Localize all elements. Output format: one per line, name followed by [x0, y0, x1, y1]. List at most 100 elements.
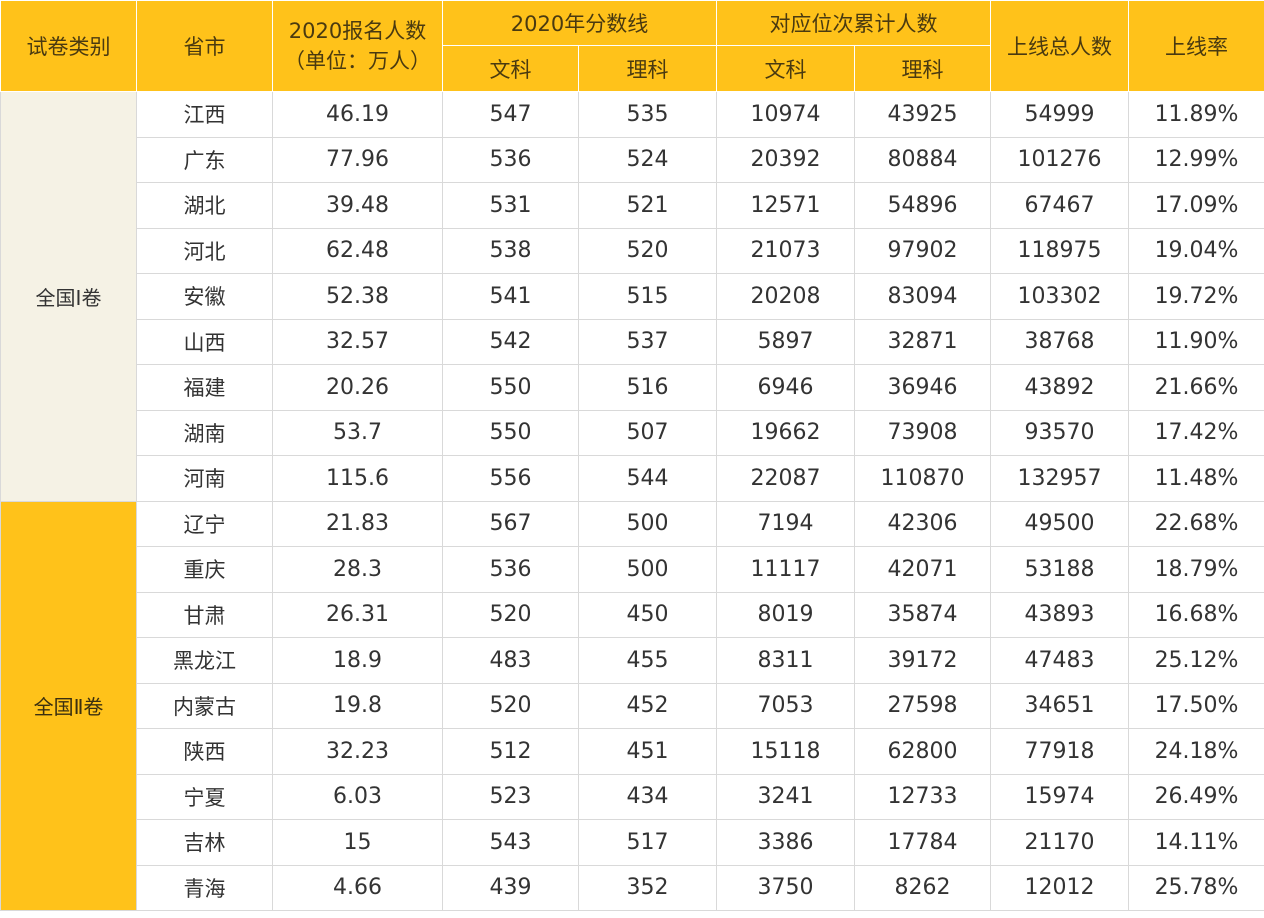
exam-category-cell: 全国Ⅱ卷	[0, 500, 137, 911]
rank-science-cell: 110870	[854, 455, 992, 502]
score-science-cell: 535	[577, 91, 718, 138]
table-header: 试卷类别 省市 2020报名人数 （单位：万人） 2020年分数线 对应位次累计…	[0, 0, 1264, 92]
score-science-cell: 520	[577, 227, 718, 274]
rate-cell: 19.04%	[1128, 227, 1264, 274]
score-liberal-arts-cell: 550	[442, 409, 579, 456]
score-liberal-arts-cell: 483	[442, 637, 579, 684]
rank-science-cell: 54896	[854, 182, 992, 229]
applicants-cell: 52.38	[272, 273, 443, 320]
rank-science-cell: 73908	[854, 409, 992, 456]
table-row: 宁夏 6.03 523 434 3241 12733 15974 26.49%	[1, 773, 1264, 820]
table-row: 河北 62.48 538 520 21073 97902 118975 19.04%	[1, 227, 1264, 274]
header-score-liberal-arts: 文科	[442, 45, 579, 92]
rank-liberal-arts-cell: 20208	[716, 273, 856, 320]
rank-liberal-arts-cell: 11117	[716, 546, 856, 593]
rank-science-cell: 12733	[854, 773, 992, 820]
applicants-cell: 115.6	[272, 455, 443, 502]
table-row: 山西 32.57 542 537 5897 32871 38768 11.90%	[1, 318, 1264, 365]
applicants-cell: 15	[272, 819, 443, 866]
rank-science-cell: 27598	[854, 682, 992, 729]
rate-cell: 12.99%	[1128, 136, 1264, 183]
rate-cell: 22.68%	[1128, 500, 1264, 547]
rank-science-cell: 35874	[854, 591, 992, 638]
table-row: 湖北 39.48 531 521 12571 54896 67467 17.09%	[1, 182, 1264, 229]
rate-cell: 24.18%	[1128, 728, 1264, 775]
total-admitted-cell: 15974	[990, 773, 1130, 820]
applicants-cell: 18.9	[272, 637, 443, 684]
score-science-cell: 500	[577, 546, 718, 593]
applicants-cell: 4.66	[272, 864, 443, 911]
applicants-cell: 32.23	[272, 728, 443, 775]
total-admitted-cell: 38768	[990, 318, 1130, 365]
rank-liberal-arts-cell: 20392	[716, 136, 856, 183]
rank-science-cell: 43925	[854, 91, 992, 138]
province-cell: 黑龙江	[136, 637, 273, 684]
rank-science-cell: 62800	[854, 728, 992, 775]
header-rank-liberal-arts: 文科	[716, 45, 856, 92]
rank-science-cell: 42306	[854, 500, 992, 547]
score-liberal-arts-cell: 439	[442, 864, 579, 911]
score-liberal-arts-cell: 523	[442, 773, 579, 820]
province-cell: 湖南	[136, 409, 273, 456]
total-admitted-cell: 54999	[990, 91, 1130, 138]
score-science-cell: 524	[577, 136, 718, 183]
table-row: 内蒙古 19.8 520 452 7053 27598 34651 17.50%	[1, 682, 1264, 729]
total-admitted-cell: 77918	[990, 728, 1130, 775]
applicants-cell: 26.31	[272, 591, 443, 638]
province-cell: 辽宁	[136, 500, 273, 547]
score-liberal-arts-cell: 531	[442, 182, 579, 229]
score-science-cell: 352	[577, 864, 718, 911]
table-row: 福建 20.26 550 516 6946 36946 43892 21.66%	[1, 364, 1264, 411]
score-liberal-arts-cell: 536	[442, 546, 579, 593]
applicants-cell: 62.48	[272, 227, 443, 274]
rank-liberal-arts-cell: 12571	[716, 182, 856, 229]
table-row: 安徽 52.38 541 515 20208 83094 103302 19.72%	[1, 273, 1264, 320]
rank-liberal-arts-cell: 8019	[716, 591, 856, 638]
rank-liberal-arts-cell: 3750	[716, 864, 856, 911]
province-cell: 重庆	[136, 546, 273, 593]
total-admitted-cell: 118975	[990, 227, 1130, 274]
province-cell: 甘肃	[136, 591, 273, 638]
rate-cell: 17.09%	[1128, 182, 1264, 229]
province-cell: 湖北	[136, 182, 273, 229]
score-liberal-arts-cell: 550	[442, 364, 579, 411]
score-science-cell: 500	[577, 500, 718, 547]
rank-liberal-arts-cell: 3241	[716, 773, 856, 820]
rank-liberal-arts-cell: 22087	[716, 455, 856, 502]
applicants-cell: 20.26	[272, 364, 443, 411]
table-row: 广东 77.96 536 524 20392 80884 101276 12.99%	[1, 136, 1264, 183]
table-row: 陕西 32.23 512 451 15118 62800 77918 24.18%	[1, 728, 1264, 775]
rate-cell: 25.12%	[1128, 637, 1264, 684]
rate-cell: 26.49%	[1128, 773, 1264, 820]
score-science-cell: 521	[577, 182, 718, 229]
rank-science-cell: 97902	[854, 227, 992, 274]
score-liberal-arts-cell: 542	[442, 318, 579, 365]
rate-cell: 17.50%	[1128, 682, 1264, 729]
score-science-cell: 452	[577, 682, 718, 729]
rate-cell: 14.11%	[1128, 819, 1264, 866]
header-score-science: 理科	[577, 45, 718, 92]
rate-cell: 16.68%	[1128, 591, 1264, 638]
header-score-line: 2020年分数线	[441, 0, 718, 46]
province-cell: 安徽	[136, 273, 273, 320]
header-rate: 上线率	[1128, 0, 1264, 92]
province-cell: 吉林	[136, 819, 273, 866]
rank-science-cell: 17784	[854, 819, 992, 866]
header-rank-science: 理科	[854, 45, 992, 92]
rank-liberal-arts-cell: 21073	[716, 227, 856, 274]
score-science-cell: 507	[577, 409, 718, 456]
province-cell: 青海	[136, 864, 273, 911]
rank-liberal-arts-cell: 15118	[716, 728, 856, 775]
rank-liberal-arts-cell: 3386	[716, 819, 856, 866]
applicants-cell: 21.83	[272, 500, 443, 547]
total-admitted-cell: 103302	[990, 273, 1130, 320]
applicants-cell: 28.3	[272, 546, 443, 593]
score-liberal-arts-cell: 567	[442, 500, 579, 547]
province-cell: 福建	[136, 364, 273, 411]
province-cell: 江西	[136, 91, 273, 138]
province-cell: 陕西	[136, 728, 273, 775]
applicants-cell: 46.19	[272, 91, 443, 138]
score-liberal-arts-cell: 547	[442, 91, 579, 138]
table-row: 吉林 15 543 517 3386 17784 21170 14.11%	[1, 819, 1264, 866]
rank-liberal-arts-cell: 19662	[716, 409, 856, 456]
